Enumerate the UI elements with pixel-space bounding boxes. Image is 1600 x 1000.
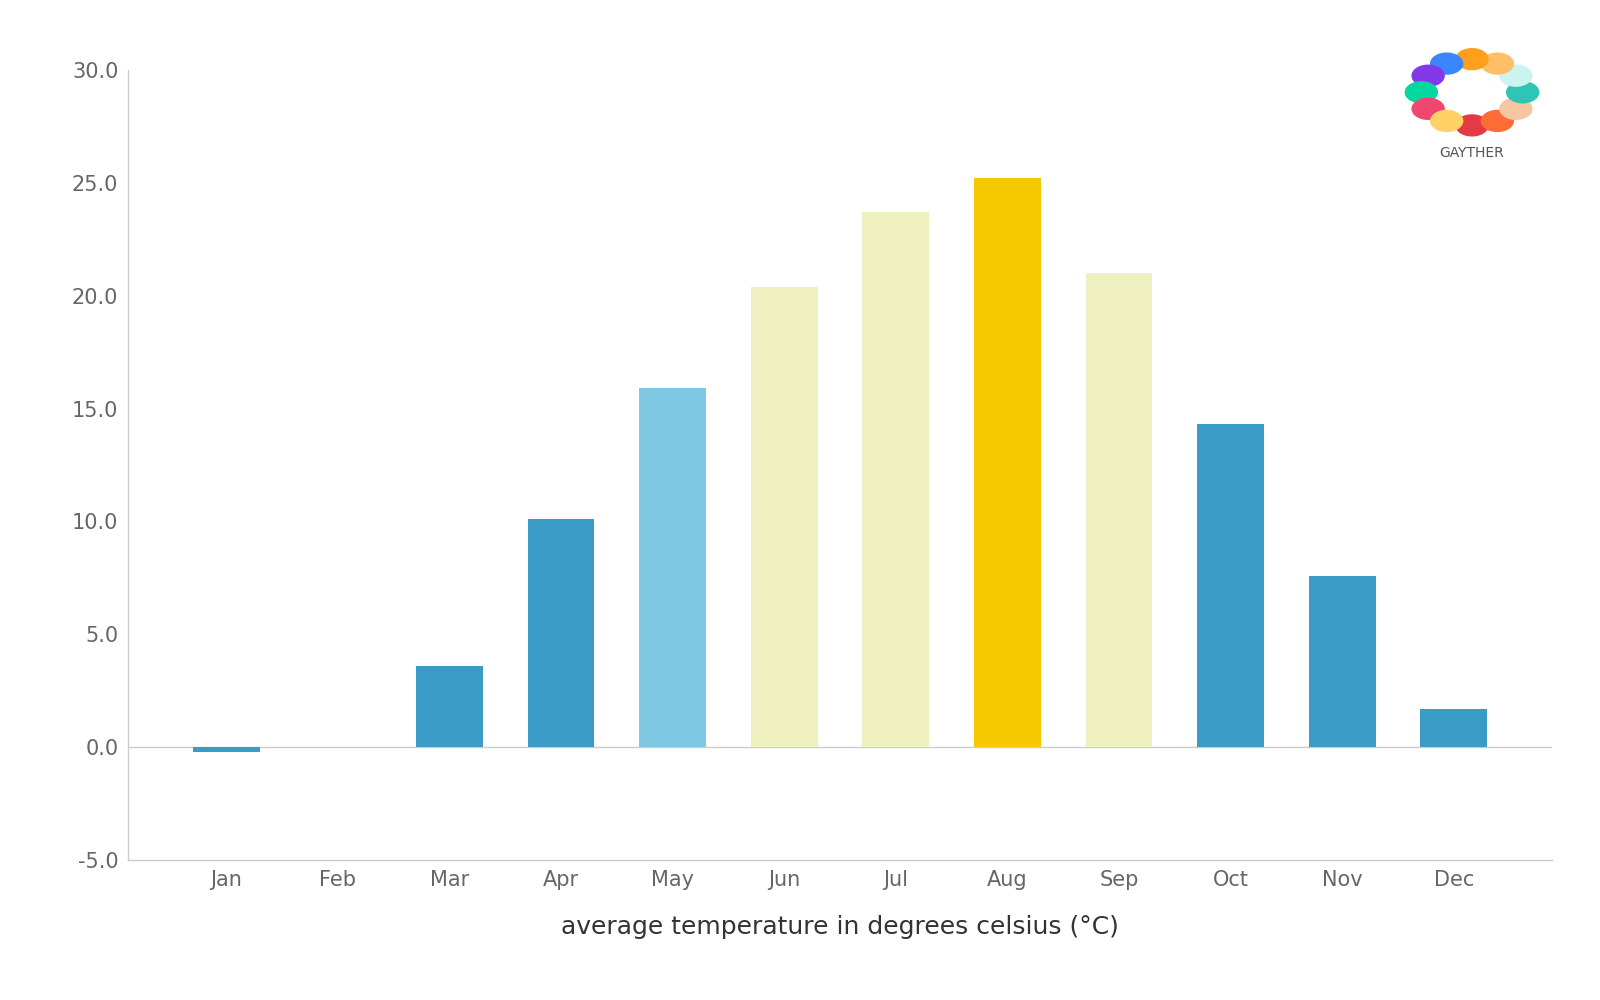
Circle shape [1456,49,1488,70]
Bar [750,287,818,747]
Bar [1421,709,1488,747]
Bar [1309,576,1376,747]
Bar [1085,273,1152,747]
Circle shape [1507,82,1539,103]
X-axis label: average temperature in degrees celsius (°C): average temperature in degrees celsius (… [562,915,1118,939]
Bar [862,212,930,747]
Circle shape [1482,53,1514,74]
Circle shape [1499,98,1531,119]
Bar [192,747,259,752]
Bar [638,388,706,747]
Circle shape [1430,53,1462,74]
Circle shape [1430,110,1462,131]
Bar [974,178,1042,747]
Circle shape [1482,110,1514,131]
Circle shape [1456,115,1488,136]
Bar [416,666,483,747]
Bar [1197,424,1264,747]
Circle shape [1499,65,1531,86]
Text: GAYTHER: GAYTHER [1440,146,1504,160]
Circle shape [1413,65,1445,86]
Bar [528,519,595,747]
Circle shape [1413,98,1445,119]
Circle shape [1405,82,1437,103]
